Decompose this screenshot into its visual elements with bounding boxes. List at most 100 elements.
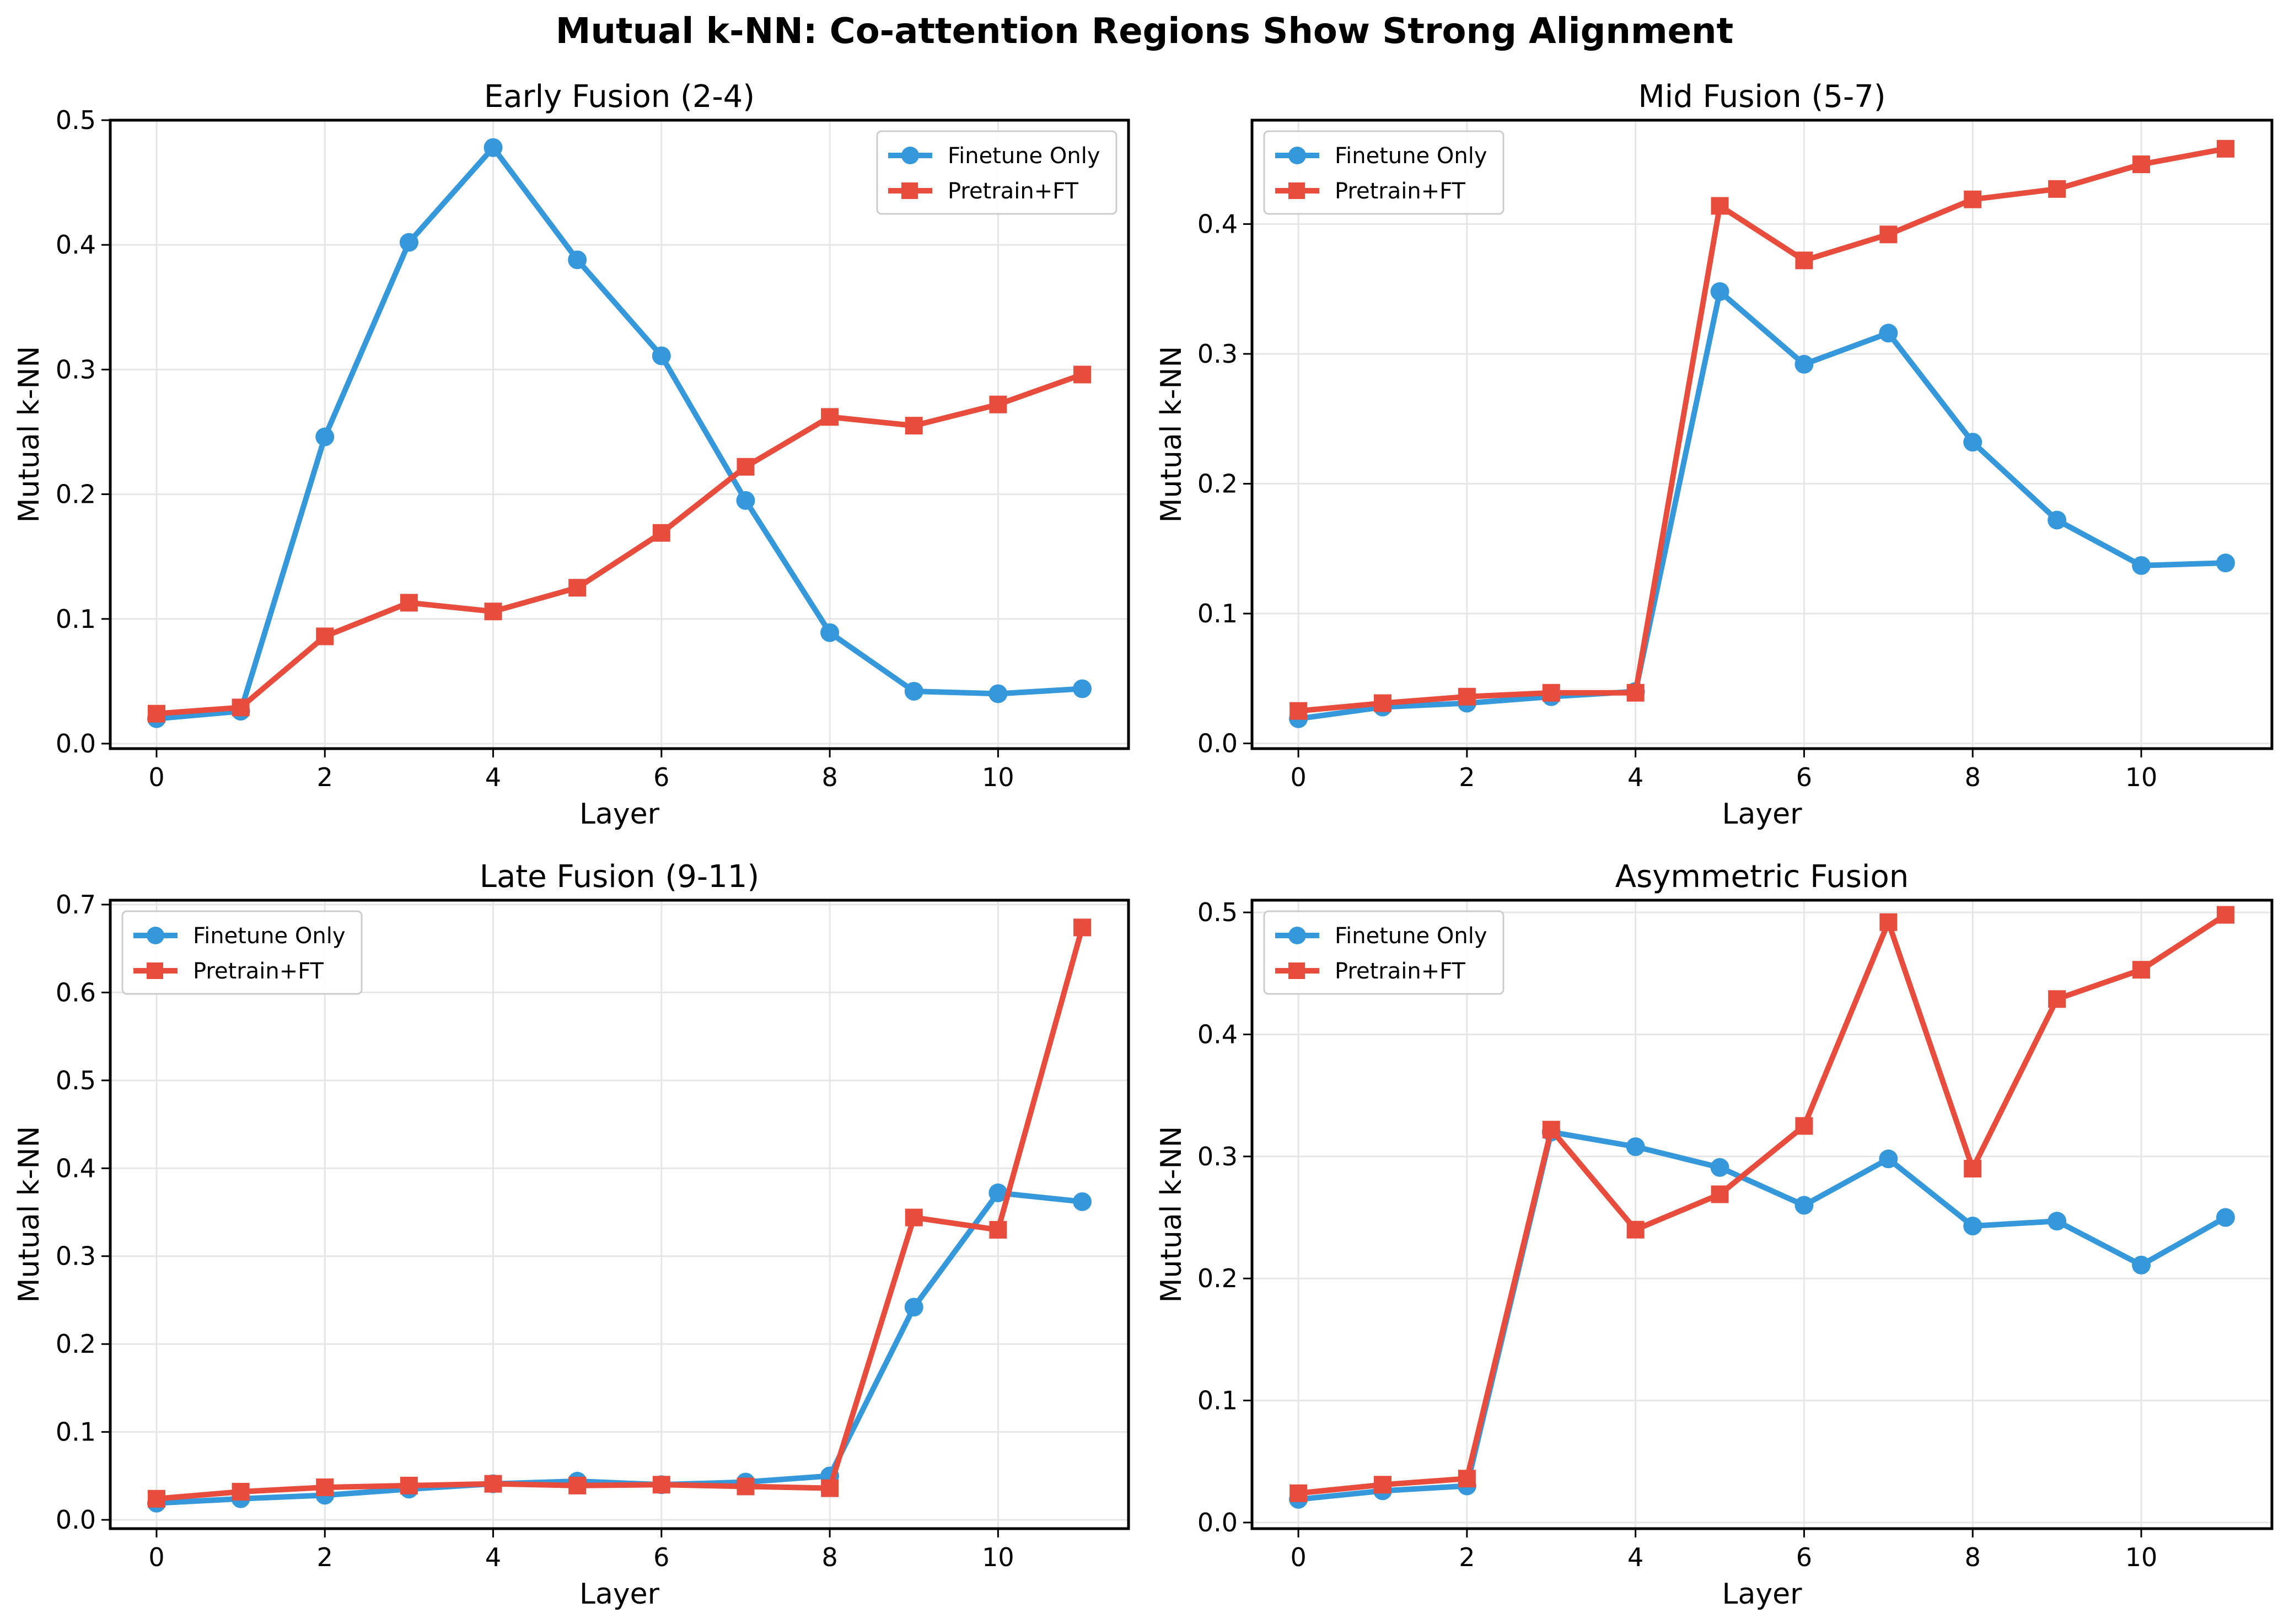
legend-marker-finetune [901, 147, 919, 164]
y-tick-label: 0.1 [1197, 599, 1238, 628]
legend-box [1263, 910, 1504, 995]
y-tick-label: 0.3 [1197, 1142, 1238, 1171]
data-point-finetune [399, 233, 418, 252]
data-point-finetune [1073, 1192, 1092, 1211]
series-line-finetune [153, 144, 1086, 722]
y-tick-label: 0.1 [56, 604, 96, 634]
x-tick-label: 0 [1290, 1542, 1306, 1572]
data-point-finetune [1794, 354, 1814, 374]
data-point-pretrain [905, 1208, 923, 1227]
y-axis-label: Mutual k-NN [1155, 346, 1188, 523]
legend-marker-finetune [147, 927, 164, 944]
data-point-finetune [1710, 282, 1729, 301]
x-tick-label: 10 [982, 762, 1014, 792]
data-point-pretrain [737, 458, 755, 476]
y-tick-label: 0.2 [56, 480, 96, 509]
data-point-finetune [736, 491, 755, 510]
data-point-pretrain [316, 627, 334, 646]
legend: Finetune Only Pretrain+FT [1263, 910, 1504, 995]
data-point-finetune [820, 623, 840, 642]
x-tick-label: 10 [2125, 1542, 2158, 1572]
legend-label-finetune: Finetune Only [948, 143, 1100, 169]
legend-label-finetune: Finetune Only [1335, 923, 1487, 949]
x-tick-label: 6 [1796, 1542, 1812, 1572]
x-tick-label: 0 [148, 762, 164, 792]
chart-title: Early Fusion (2-4) [484, 79, 755, 115]
legend-box [1263, 130, 1504, 215]
y-tick-label: 0.7 [56, 890, 96, 919]
data-point-pretrain [1073, 365, 1092, 384]
chart-title: Late Fusion (9-11) [480, 859, 759, 895]
y-axis-label: Mutual k-NN [13, 346, 46, 523]
legend-marker-finetune [1288, 927, 1306, 944]
y-tick-label: 0.4 [1197, 209, 1238, 239]
panels: 0 2 4 6 8 10 0.0 0.1 0.2 0.3 0.4 0.5 Early Fusion (2… [13, 79, 2274, 1611]
data-point-finetune [2048, 510, 2067, 530]
y-tick-label: 0.0 [56, 729, 96, 759]
data-point-pretrain [821, 408, 839, 426]
axes-frame [109, 119, 1130, 750]
y-axis-label: Mutual k-NN [1155, 1126, 1188, 1303]
data-point-pretrain [568, 1476, 587, 1494]
y-tick-label: 0.4 [1197, 1019, 1238, 1049]
data-point-pretrain [400, 594, 418, 612]
x-tick-label: 2 [317, 1542, 333, 1572]
data-point-pretrain [737, 1477, 755, 1496]
series-line-pretrain [153, 924, 1086, 1502]
data-point-pretrain [1711, 197, 1729, 215]
legend-marker-pretrain [147, 962, 163, 979]
data-point-finetune [483, 138, 503, 157]
data-point-pretrain [1879, 225, 1898, 244]
y-tick-label: 0.3 [56, 354, 96, 384]
data-point-pretrain [2216, 906, 2234, 924]
data-point-pretrain [1542, 684, 1560, 702]
x-tick-label: 10 [2125, 762, 2158, 792]
data-point-pretrain [2048, 990, 2066, 1008]
legend-marker-finetune [1288, 147, 1306, 164]
legend: Finetune Only Pretrain+FT [876, 130, 1117, 215]
data-point-finetune [1794, 1196, 1814, 1215]
data-point-finetune [2216, 553, 2235, 573]
data-point-pretrain [1626, 684, 1645, 702]
legend-box [876, 130, 1117, 215]
data-point-pretrain [147, 1489, 165, 1508]
data-point-pretrain [821, 1479, 839, 1497]
figure-title: Mutual k-NN: Co-attention Regions Show S… [556, 11, 1733, 52]
data-point-finetune [2132, 556, 2151, 575]
x-axis-label: Layer [1722, 798, 1803, 831]
data-point-finetune [1963, 433, 1982, 452]
legend-marker-pretrain [1288, 962, 1305, 979]
y-tick-label: 0.1 [56, 1417, 96, 1447]
legend-marker-pretrain [901, 182, 918, 199]
y-tick-label: 0.2 [56, 1329, 96, 1359]
data-point-pretrain [232, 1483, 250, 1501]
data-point-finetune [1879, 324, 1898, 343]
x-tick-label: 4 [1627, 1542, 1643, 1572]
legend-label-pretrain: Pretrain+FT [1335, 959, 1466, 984]
series-line-pretrain [153, 372, 1086, 717]
x-axis-label: Layer [579, 798, 660, 831]
data-point-finetune [904, 1298, 923, 1317]
data-point-pretrain [2048, 180, 2066, 198]
x-tick-label: 2 [1459, 1542, 1475, 1572]
x-tick-label: 4 [485, 762, 501, 792]
series-line-finetune [1296, 1129, 2228, 1502]
data-point-pretrain [1289, 702, 1308, 720]
chart-title: Asymmetric Fusion [1615, 859, 1909, 895]
axes-frame [109, 899, 1130, 1530]
y-axis-label: Mutual k-NN [13, 1126, 46, 1303]
x-tick-label: 0 [148, 1542, 164, 1572]
legend: Finetune Only Pretrain+FT [121, 910, 363, 995]
legend-box [121, 910, 363, 995]
x-tick-label: 8 [1965, 762, 1981, 792]
data-point-pretrain [1458, 1470, 1476, 1488]
y-tick-label: 0.5 [56, 105, 96, 135]
data-point-pretrain [1073, 918, 1092, 937]
data-point-pretrain [1795, 1117, 1813, 1135]
data-point-finetune [315, 427, 335, 447]
data-point-pretrain [1711, 1185, 1729, 1203]
data-point-pretrain [484, 603, 502, 621]
y-tick-label: 0.3 [56, 1241, 96, 1271]
data-point-pretrain [1373, 1476, 1391, 1494]
